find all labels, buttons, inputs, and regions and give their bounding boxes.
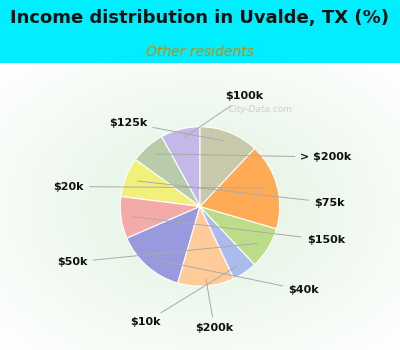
Wedge shape: [136, 136, 200, 206]
Wedge shape: [127, 206, 200, 283]
Wedge shape: [200, 206, 254, 279]
Wedge shape: [200, 127, 254, 206]
Text: $75k: $75k: [138, 181, 344, 208]
Text: $125k: $125k: [109, 118, 223, 141]
Text: $150k: $150k: [133, 217, 345, 245]
Wedge shape: [200, 206, 276, 265]
Wedge shape: [120, 196, 200, 238]
Wedge shape: [162, 127, 200, 206]
Text: $200k: $200k: [195, 279, 234, 333]
Text: Income distribution in Uvalde, TX (%): Income distribution in Uvalde, TX (%): [10, 9, 390, 27]
Text: $40k: $40k: [156, 260, 319, 295]
Text: $100k: $100k: [185, 91, 264, 137]
Text: $20k: $20k: [53, 182, 265, 191]
Text: > $200k: > $200k: [156, 152, 352, 162]
Text: Other residents: Other residents: [146, 45, 254, 59]
Wedge shape: [121, 160, 200, 206]
Wedge shape: [178, 206, 234, 286]
Wedge shape: [200, 148, 280, 229]
Text: $50k: $50k: [57, 244, 257, 267]
Text: City-Data.com: City-Data.com: [228, 105, 292, 114]
Text: $10k: $10k: [130, 266, 237, 327]
